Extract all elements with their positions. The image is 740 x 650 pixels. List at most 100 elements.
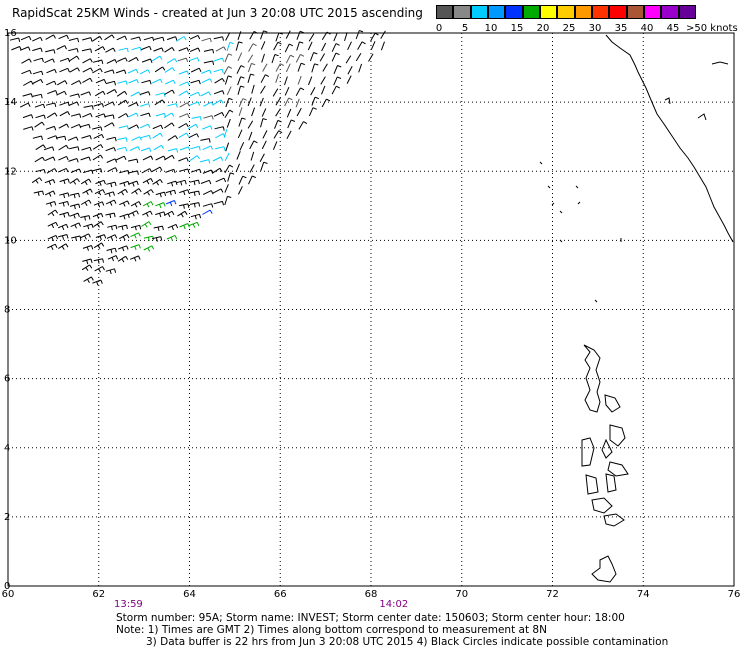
island-2: [697, 113, 707, 121]
legend-tick-label: 20: [536, 23, 550, 34]
wind-barb: [47, 234, 59, 242]
legend-tick-label: 10: [484, 23, 498, 34]
wind-barb: [129, 146, 141, 151]
wind-barb: [128, 56, 139, 63]
wind-barb: [44, 58, 55, 64]
wind-barb: [203, 48, 215, 54]
wind-barb: [80, 199, 92, 206]
legend-color-bar: [436, 5, 696, 19]
wind-barb: [238, 107, 243, 117]
wind-barb: [238, 175, 247, 185]
wind-barb: [20, 35, 32, 41]
wind-barb: [189, 155, 200, 162]
wind-barb: [287, 119, 296, 129]
wind-barb: [119, 213, 130, 220]
wind-barb: [295, 98, 300, 108]
wind-barb: [189, 101, 201, 106]
legend-tick-label: 0: [435, 23, 443, 34]
wind-barb: [154, 66, 166, 73]
wind-barb: [32, 70, 44, 76]
wind-barb: [370, 32, 379, 42]
wind-barb: [143, 36, 155, 42]
wind-barb: [321, 31, 331, 41]
wind-barb: [284, 43, 294, 53]
wind-barb: [45, 102, 57, 108]
wind-barb: [202, 209, 213, 215]
wind-barb: [69, 55, 80, 62]
wind-barb: [45, 80, 57, 86]
legend-swatch: [436, 5, 454, 19]
wind-barb: [224, 53, 233, 63]
wind-barb: [94, 266, 105, 273]
wind-barb: [250, 151, 255, 161]
wind-barb: [214, 77, 225, 84]
wind-barb: [345, 55, 352, 64]
note-line-2: 3) Data buffer is 22 hrs from Jun 3 20:0…: [146, 636, 669, 648]
wind-barb: [164, 122, 175, 129]
wind-barb: [310, 86, 316, 96]
wind-barb: [71, 235, 82, 242]
wind-barb: [43, 146, 55, 151]
wind-barb: [224, 109, 234, 119]
wind-barb: [105, 47, 116, 53]
wind-barb: [321, 98, 331, 108]
maldives-6: [607, 461, 629, 477]
wind-barb: [189, 91, 201, 97]
wind-barb: [127, 158, 139, 164]
wind-barb: [214, 126, 225, 131]
wind-barb: [333, 32, 338, 42]
wind-barb: [56, 90, 67, 96]
wind-barb: [23, 126, 34, 131]
wind-barb: [260, 161, 268, 171]
wind-barb: [259, 97, 264, 107]
wind-barb: [154, 99, 165, 106]
wind-barb: [308, 33, 315, 42]
wind-barb: [130, 201, 142, 208]
wind-barb: [58, 234, 69, 240]
wind-barb: [223, 128, 228, 138]
wind-barb: [152, 124, 164, 130]
wind-barb: [179, 81, 190, 86]
wind-barb: [200, 138, 211, 143]
x-tick-label: 70: [455, 589, 468, 600]
wind-barb: [188, 221, 200, 228]
wind-barb: [165, 189, 177, 196]
x-tick-label: 62: [92, 589, 105, 600]
wind-barb: [21, 58, 32, 64]
wind-barb: [67, 136, 79, 141]
wind-barb: [69, 212, 80, 219]
wind-barb: [58, 144, 69, 151]
wind-barb: [189, 190, 200, 197]
wind-barb: [32, 36, 43, 42]
wind-barb: [380, 30, 386, 39]
wind-barb: [106, 247, 117, 254]
wind-barb: [189, 202, 201, 208]
india-coastline: [605, 34, 734, 243]
wind-barb: [271, 54, 279, 64]
wind-barb: [179, 102, 190, 108]
wind-barb: [167, 223, 179, 231]
maldives-11: [591, 555, 617, 583]
maldives-10: [603, 513, 625, 527]
maldives-8: [605, 473, 617, 493]
maldives-9: [591, 497, 613, 514]
legend-tick-label: 5: [461, 23, 469, 34]
wind-barb: [47, 209, 59, 217]
wind-barb: [92, 212, 104, 219]
wind-barb: [368, 53, 374, 62]
wind-barb: [69, 93, 80, 98]
wind-barb: [319, 53, 326, 62]
wind-barb: [357, 41, 366, 50]
wind-barb: [106, 89, 118, 95]
y-tick-label: 10: [4, 235, 17, 246]
wind-barb: [237, 31, 242, 40]
wind-barb: [107, 167, 118, 173]
wind-barb: [239, 141, 245, 151]
wind-barb: [116, 90, 128, 97]
wind-barb: [152, 55, 163, 62]
wind-barb: [163, 112, 175, 118]
wind-barb: [69, 67, 80, 73]
x-tick-label: 64: [183, 589, 196, 600]
wind-barb: [104, 122, 115, 128]
